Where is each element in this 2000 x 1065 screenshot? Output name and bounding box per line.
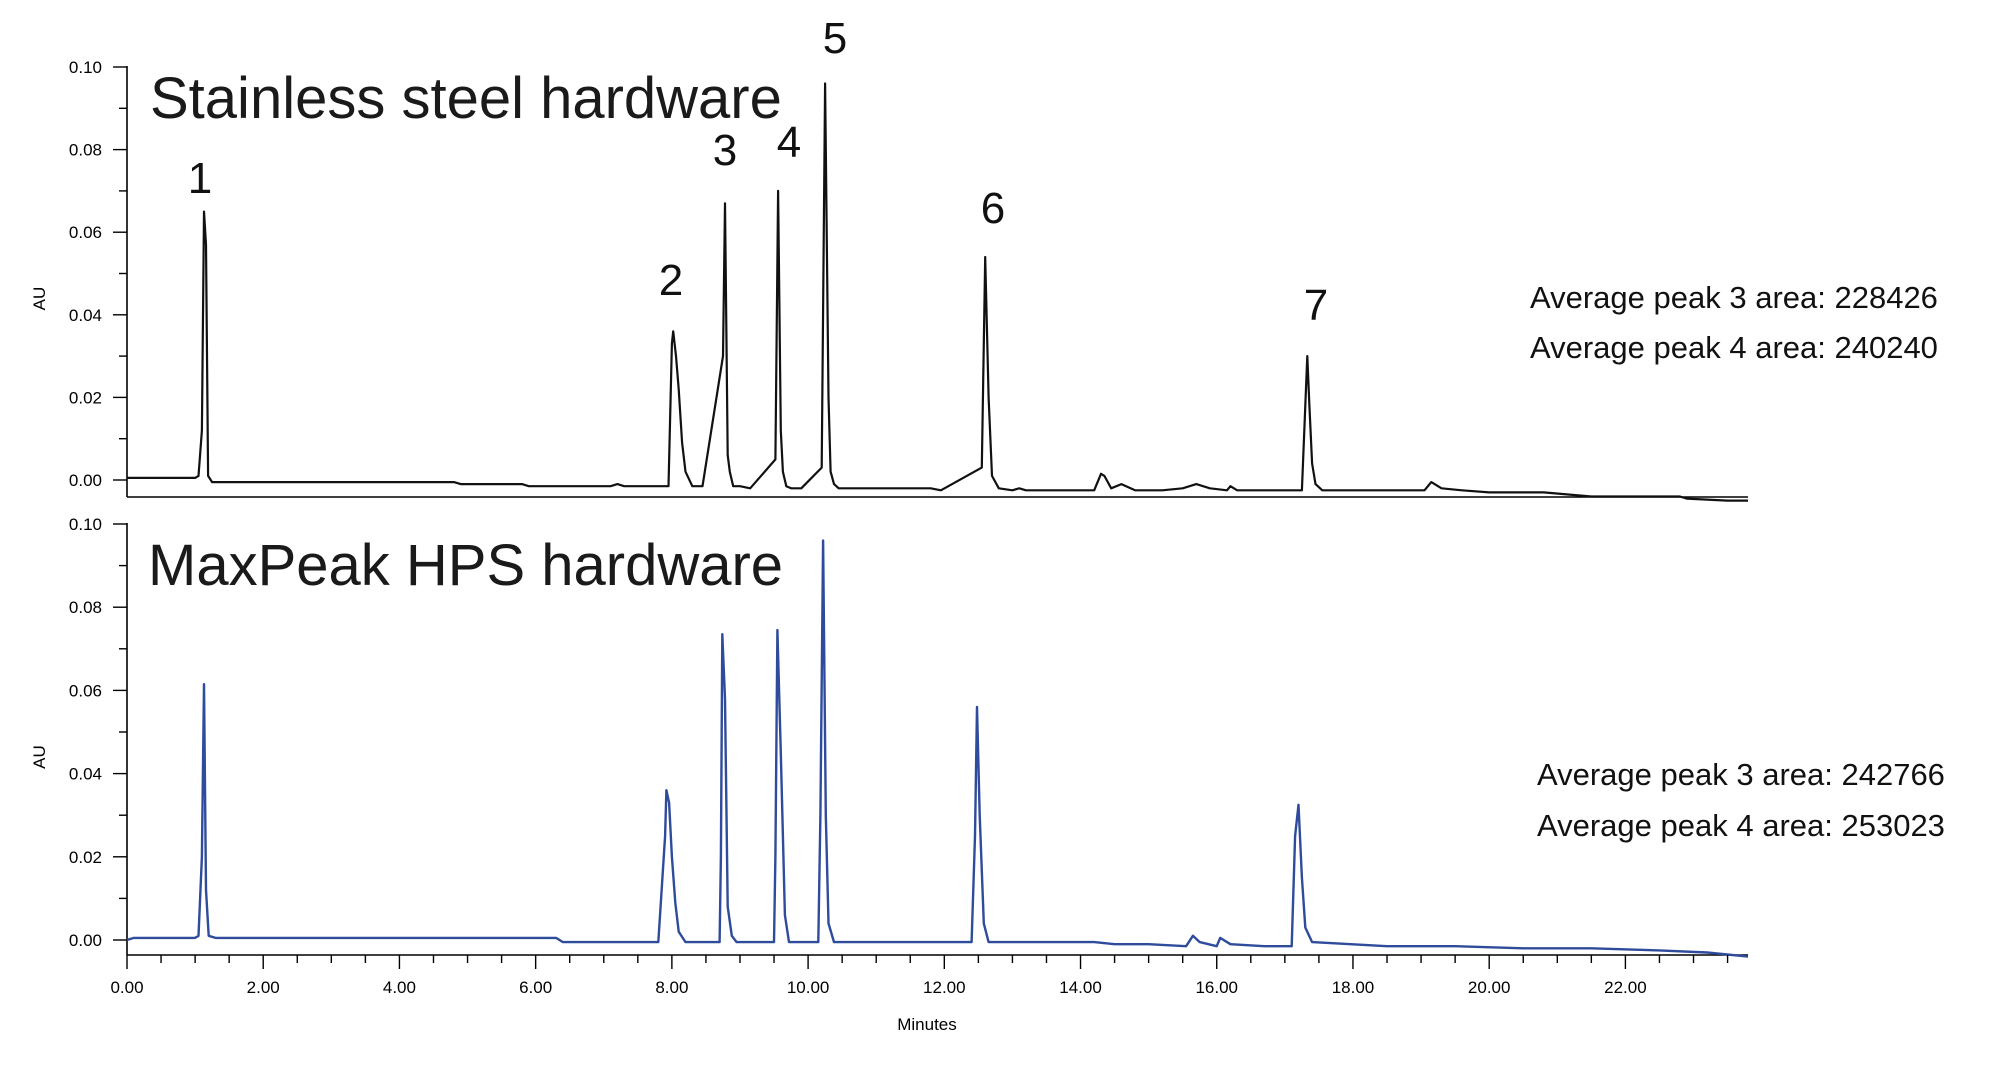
y-axis-label: AU: [30, 745, 49, 769]
y-tick-label: 0.08: [69, 598, 102, 617]
peak-label: 6: [981, 184, 1005, 233]
peak-area-note: Average peak 4 area: 253023: [1537, 808, 1945, 843]
x-tick-label: 22.00: [1604, 978, 1647, 997]
peak-area-note: Average peak 3 area: 242766: [1537, 757, 1945, 792]
panel-title: Stainless steel hardware: [150, 66, 782, 131]
y-tick-label: 0.00: [69, 471, 102, 490]
chromatogram-trace: [126, 539, 1749, 958]
x-tick-label: 18.00: [1332, 978, 1375, 997]
y-tick-label: 0.00: [69, 931, 102, 950]
y-tick-label: 0.04: [69, 306, 102, 325]
x-tick-label: 0.00: [110, 978, 143, 997]
chromatogram-trace: [127, 82, 1748, 502]
peak-label: 7: [1304, 281, 1328, 330]
x-tick-label: 16.00: [1195, 978, 1238, 997]
panel-title: MaxPeak HPS hardware: [148, 533, 783, 598]
x-axis-label: Minutes: [897, 1015, 957, 1034]
y-tick-label: 0.10: [69, 515, 102, 534]
panel-maxpeak-hps: 0.00 0.02 0.04 0.06 0.08 0.10 AU MaxPeak HPS ha…: [30, 515, 1945, 958]
panel-stainless-steel: 0.00 0.02 0.04 0.06 0.08 0.10 AU Stainless stee…: [30, 14, 1938, 502]
x-axis: 0.00 2.00 4.00 6.00 8.00 10.00 12.00 14.00 16.00…: [110, 955, 1729, 1034]
peak-label: 2: [659, 256, 683, 305]
y-tick-label: 0.10: [69, 58, 102, 77]
peak-label: 4: [777, 118, 801, 167]
x-tick-label: 20.00: [1468, 978, 1511, 997]
y-tick-label: 0.08: [69, 141, 102, 160]
peak-label: 3: [713, 126, 737, 175]
peak-label: 1: [188, 154, 212, 203]
x-tick-label: 6.00: [519, 978, 552, 997]
x-tick-label: 14.00: [1059, 978, 1102, 997]
peak-area-note: Average peak 3 area: 228426: [1530, 280, 1938, 315]
y-axis-label: AU: [30, 287, 49, 311]
y-tick-label: 0.02: [69, 848, 102, 867]
x-tick-label: 2.00: [247, 978, 280, 997]
y-tick-label: 0.06: [69, 681, 102, 700]
x-tick-label: 8.00: [655, 978, 688, 997]
y-tick-label: 0.06: [69, 223, 102, 242]
y-tick-label: 0.02: [69, 388, 102, 407]
peak-label: 5: [823, 14, 847, 63]
x-tick-label: 10.00: [787, 978, 830, 997]
x-tick-label: 12.00: [923, 978, 966, 997]
x-tick-label: 4.00: [383, 978, 416, 997]
y-tick-label: 0.04: [69, 765, 102, 784]
peak-area-note: Average peak 4 area: 240240: [1530, 330, 1938, 365]
